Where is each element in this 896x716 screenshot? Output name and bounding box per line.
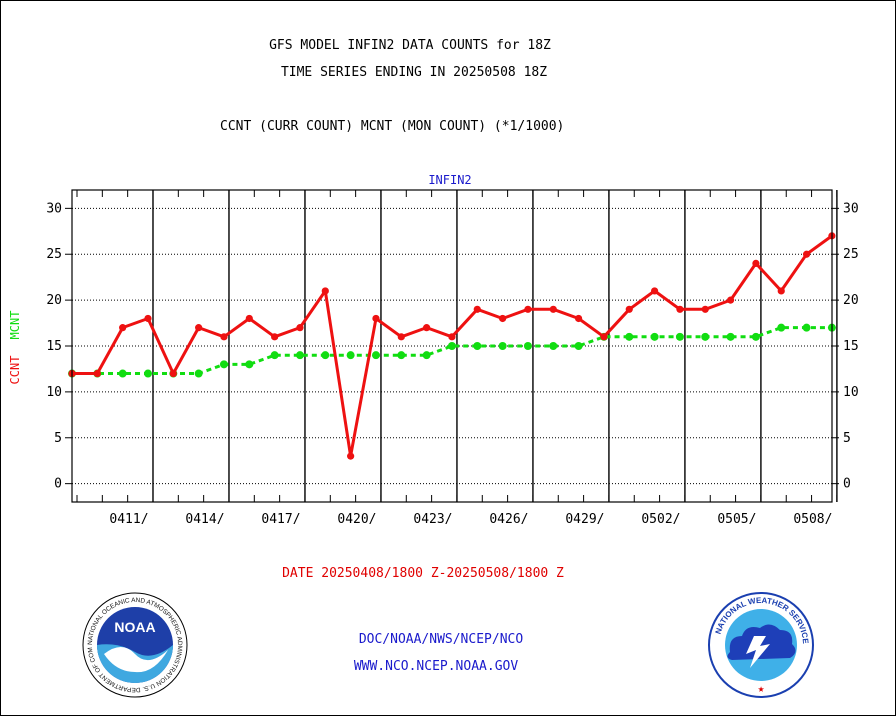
data-point-ccnt xyxy=(625,305,633,313)
organization-label: DOC/NOAA/NWS/NCEP/NCO xyxy=(358,632,524,647)
data-point-mcnt xyxy=(321,351,330,360)
data-point-mcnt xyxy=(118,369,127,378)
data-point-mcnt xyxy=(625,332,634,341)
x-tick-label: 0508/ xyxy=(793,512,832,527)
data-point-ccnt xyxy=(347,452,355,460)
data-point-mcnt xyxy=(245,360,254,369)
data-point-mcnt xyxy=(498,342,507,350)
data-point-mcnt xyxy=(295,351,304,360)
data-point-ccnt xyxy=(397,333,405,341)
data-point-ccnt xyxy=(245,314,253,323)
chart-legend-note: CCNT (CURR COUNT) MCNT (MON COUNT) (*1/1… xyxy=(220,119,565,134)
data-point-ccnt xyxy=(499,314,507,323)
data-point-ccnt xyxy=(93,369,101,378)
data-point-mcnt xyxy=(447,342,456,350)
chart-panel-title: INFIN2 xyxy=(428,173,471,187)
x-tick-label: 0423/ xyxy=(413,512,452,527)
x-tick-label: 0420/ xyxy=(337,512,376,527)
data-point-ccnt xyxy=(372,314,380,323)
data-point-mcnt xyxy=(397,351,406,360)
nws-star-icon: ★ xyxy=(758,682,765,695)
y-tick-label-right: 5 xyxy=(843,431,851,446)
data-point-mcnt xyxy=(371,351,380,360)
y-tick-label-right: 20 xyxy=(843,293,859,308)
x-tick-label: 0417/ xyxy=(261,512,300,527)
data-point-ccnt xyxy=(650,287,659,295)
plot-frame xyxy=(65,189,839,503)
data-point-ccnt xyxy=(726,296,735,304)
noaa-logo: NOAA NATIONAL OCEANIC AND ATMOSPHERIC AD… xyxy=(82,592,188,698)
data-point-ccnt xyxy=(144,314,152,323)
y-axis-label-mcnt: MCNT xyxy=(8,311,22,340)
data-point-mcnt xyxy=(143,369,152,378)
y-tick-label-right: 30 xyxy=(843,201,859,216)
data-point-mcnt xyxy=(270,351,279,360)
data-point-mcnt xyxy=(726,332,735,341)
y-tick-label-right: 10 xyxy=(843,385,859,400)
x-tick-label: 0426/ xyxy=(489,512,528,527)
data-point-mcnt xyxy=(802,323,811,332)
data-point-mcnt xyxy=(549,342,558,350)
noaa-logo-text: NOAA xyxy=(114,619,155,635)
plot-border xyxy=(71,189,833,503)
data-point-ccnt xyxy=(271,333,279,341)
data-point-mcnt xyxy=(650,332,659,341)
data-point-ccnt xyxy=(220,333,228,341)
tick-labels: 0 0 5 5 10 10 15 15 20 20 25 25 30 30 0411/0414/0417/0… xyxy=(46,201,858,527)
x-tick-label: 0429/ xyxy=(565,512,604,527)
data-point-ccnt xyxy=(802,250,811,258)
data-point-mcnt xyxy=(422,351,431,360)
data-point-ccnt xyxy=(473,305,481,313)
data-point-mcnt xyxy=(701,332,710,341)
data-point-ccnt xyxy=(119,324,127,332)
data-point-ccnt xyxy=(701,305,709,313)
data-point-ccnt xyxy=(549,305,557,313)
y-axis-label-ccnt: CCNT xyxy=(8,356,22,385)
data-point-mcnt xyxy=(219,360,228,369)
data-point-mcnt xyxy=(523,342,532,350)
y-tick-label-left: 30 xyxy=(46,201,62,216)
x-tick-label: 0414/ xyxy=(185,512,224,527)
grid-layer xyxy=(72,190,838,502)
data-point-ccnt xyxy=(169,369,177,378)
data-point-mcnt xyxy=(751,332,760,341)
data-point-ccnt xyxy=(777,287,785,295)
x-tick-label: 0411/ xyxy=(109,512,148,527)
series-layer xyxy=(68,232,836,460)
y-tick-label-left: 10 xyxy=(46,385,62,400)
data-point-ccnt xyxy=(752,259,760,268)
x-tick-label: 0505/ xyxy=(717,512,756,527)
y-tick-label-right: 0 xyxy=(843,477,851,492)
website-label: WWW.NCO.NCEP.NOAA.GOV xyxy=(353,659,519,674)
chart-svg: INFIN2 CCNT MCNT 0 0 5 5 10 10 15 15 20 20 25 25 30 3… xyxy=(8,173,859,527)
nws-logo: NATIONAL WEATHER SERVICE ★ xyxy=(708,592,814,698)
data-point-ccnt xyxy=(524,305,532,313)
data-point-mcnt xyxy=(777,323,786,332)
data-point-mcnt xyxy=(346,351,355,360)
data-point-mcnt xyxy=(574,342,583,350)
y-tick-label-left: 20 xyxy=(46,293,62,308)
data-point-ccnt xyxy=(423,324,431,332)
data-point-mcnt xyxy=(675,332,684,341)
y-tick-label-left: 0 xyxy=(54,477,62,492)
data-point-ccnt xyxy=(575,314,583,323)
data-point-ccnt xyxy=(195,324,203,332)
data-point-ccnt xyxy=(676,305,684,313)
y-tick-label-left: 15 xyxy=(46,339,62,354)
data-point-mcnt xyxy=(473,342,482,350)
x-tick-label: 0502/ xyxy=(641,512,680,527)
y-tick-label-left: 25 xyxy=(46,247,62,262)
data-point-ccnt xyxy=(321,287,329,295)
data-point-ccnt xyxy=(296,324,304,332)
data-point-mcnt xyxy=(194,369,203,378)
chart-main-title: GFS MODEL INFIN2 DATA COUNTS for 18Z xyxy=(269,38,551,53)
data-point-ccnt xyxy=(600,333,608,341)
date-range-label: DATE 20250408/1800 Z-20250508/1800 Z xyxy=(282,566,564,581)
chart-time-series-line: TIME SERIES ENDING IN 20250508 18Z xyxy=(280,65,548,80)
y-tick-label-left: 5 xyxy=(54,431,62,446)
data-point-ccnt xyxy=(448,333,456,341)
y-tick-label-right: 25 xyxy=(843,247,859,262)
y-tick-label-right: 15 xyxy=(843,339,859,354)
